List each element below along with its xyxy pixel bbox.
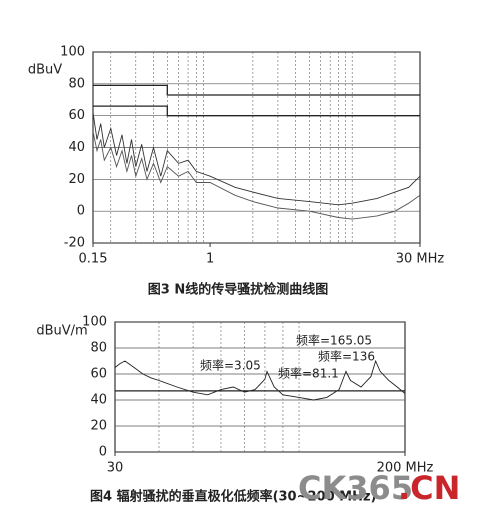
y-tick-label: 20 [68,172,85,187]
y-tick-label: 80 [90,341,107,356]
watermark: .CN [398,469,460,507]
y-axis-label: dBuV/m [36,324,87,339]
annotation: 频率=3.05 [200,358,261,373]
x-tick-label: 0.15 [79,252,108,267]
y-tick-label: 20 [90,419,107,434]
annotation: 频率=136 [318,349,375,364]
x-tick-label: 200 MHz [377,461,434,476]
chart-caption: 图3 N线的传导骚扰检测曲线图 [148,282,328,298]
y-tick-label: 40 [68,140,85,155]
y-tick-label: 60 [68,108,85,123]
x-tick-label: 30 [107,461,124,476]
y-tick-label: -20 [64,236,85,251]
y-tick-label: 0 [99,445,107,460]
data-line [93,105,420,117]
annotation: 频率=165.05 [296,333,372,348]
y-tick-label: 0 [77,204,85,219]
data-line [92,112,421,206]
data-line [93,84,420,96]
annotation: 频率=81.1 [278,366,339,381]
data-line [114,359,406,401]
watermark: CK365 [298,469,413,507]
y-tick-label: 100 [82,315,107,330]
data-line [92,131,421,220]
y-tick-label: 80 [68,76,85,91]
x-tick-label: 30 MHz [396,252,445,267]
y-tick-label: 60 [90,367,107,382]
y-tick-label: 100 [60,45,85,60]
y-tick-label: 40 [90,393,107,408]
y-axis-label: dBuV [28,63,62,78]
x-tick-label: 1 [206,252,214,267]
chart-caption: 图4 辐射骚扰的垂直极化低频率(30~200 MHz) [90,489,376,505]
